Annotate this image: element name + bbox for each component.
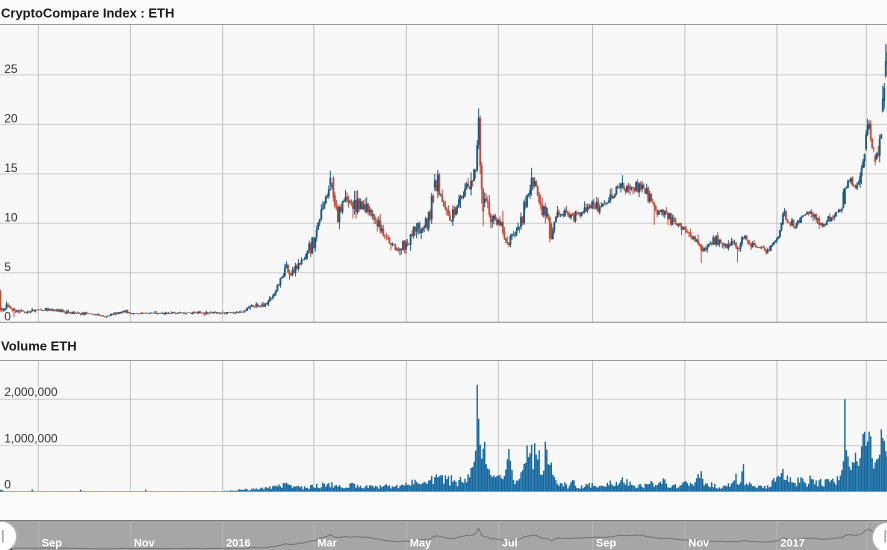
svg-text:Mar: Mar [317, 538, 337, 550]
svg-text:CryptoCompare Index : ETH: CryptoCompare Index : ETH [1, 6, 174, 21]
svg-text:1,000,000: 1,000,000 [4, 431, 58, 445]
svg-text:Sep: Sep [42, 538, 62, 550]
svg-text:2016: 2016 [226, 538, 250, 550]
svg-text:15: 15 [4, 161, 18, 175]
svg-text:10: 10 [4, 210, 18, 224]
svg-text:2017: 2017 [780, 538, 804, 550]
svg-text:May: May [410, 538, 432, 550]
svg-text:25: 25 [4, 62, 18, 76]
svg-text:Jul: Jul [502, 538, 518, 550]
svg-text:5: 5 [4, 260, 11, 274]
svg-text:Nov: Nov [134, 538, 156, 550]
svg-text:20: 20 [4, 111, 18, 125]
svg-text:0: 0 [4, 309, 11, 323]
svg-text:Nov: Nov [688, 538, 710, 550]
svg-text:Volume ETH: Volume ETH [1, 339, 77, 354]
svg-text:2,000,000: 2,000,000 [4, 385, 58, 399]
svg-text:Sep: Sep [596, 538, 616, 550]
svg-text:0: 0 [4, 478, 11, 492]
